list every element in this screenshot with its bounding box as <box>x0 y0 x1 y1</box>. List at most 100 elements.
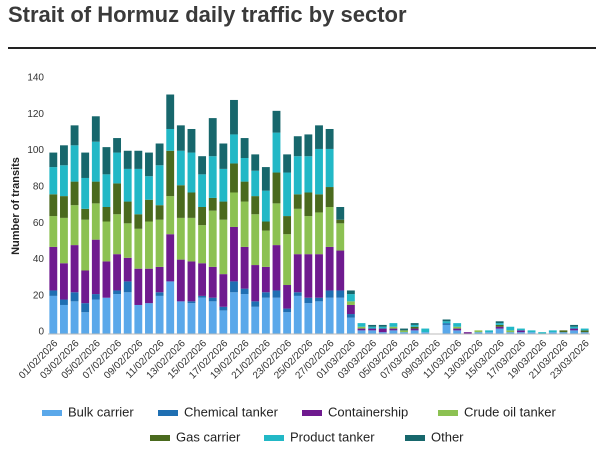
bar-segment <box>81 219 90 271</box>
bar-segment <box>70 245 79 293</box>
bar-segment <box>166 281 175 334</box>
bar-segment <box>410 323 419 325</box>
bar-segment <box>368 326 377 329</box>
bar-segment <box>453 323 462 327</box>
bar-segment <box>357 328 366 331</box>
bar-segment <box>580 332 589 334</box>
bar-segment <box>123 281 132 293</box>
bar-segment <box>368 328 377 331</box>
bar-segment <box>506 326 515 331</box>
bar-segment <box>389 328 398 331</box>
bar-segment <box>400 332 408 334</box>
bar-segment <box>208 197 217 211</box>
bar-segment <box>60 263 68 300</box>
bar-segment <box>516 328 525 331</box>
bar-segment <box>208 156 217 198</box>
bar-segment <box>548 330 557 333</box>
bar-segment <box>145 303 153 334</box>
bar-segment <box>91 299 100 334</box>
bar-segment <box>208 301 217 334</box>
bar-segment <box>60 196 68 218</box>
bar-segment <box>134 168 143 215</box>
bar-segment <box>325 128 334 149</box>
bar-segment <box>389 323 398 327</box>
bar-segment <box>145 268 153 304</box>
bar-segment <box>538 332 547 334</box>
bar-segment <box>378 328 387 333</box>
bar-segment <box>495 324 504 327</box>
bar-segment <box>102 174 111 207</box>
bar-segment <box>81 152 90 178</box>
y-tick-label: 80 <box>33 181 45 192</box>
bar-segment <box>145 176 153 200</box>
legend-swatch <box>438 410 458 416</box>
bar-segment <box>176 150 185 186</box>
legend-swatch <box>42 410 62 416</box>
bar-segment <box>219 306 228 311</box>
bar-segment <box>315 125 323 149</box>
legend-label: Chemical tanker <box>184 404 279 419</box>
bar-segment <box>176 301 185 334</box>
y-tick-label: 60 <box>33 218 45 229</box>
bar-segment <box>230 292 238 334</box>
bar-segment <box>304 192 313 217</box>
bar-segment <box>304 156 313 193</box>
bar-segment <box>113 183 122 215</box>
bar-segment <box>187 152 196 193</box>
bar-segment <box>166 234 175 282</box>
bar-segment <box>570 330 578 334</box>
bar-segment <box>240 181 249 202</box>
bar-segment <box>219 219 228 275</box>
bar-segment <box>198 207 207 226</box>
bar-segment <box>240 201 249 247</box>
bar-segment <box>283 312 292 334</box>
bar-segment <box>230 163 238 193</box>
bar-segment <box>49 152 58 168</box>
bar-segment <box>251 265 260 302</box>
y-tick-label: 100 <box>27 145 44 156</box>
bar-segment <box>187 128 196 153</box>
y-tick-label: 0 <box>38 327 44 338</box>
bar-segment <box>134 228 143 269</box>
bar-segment <box>155 266 164 293</box>
bar-segment <box>70 205 79 246</box>
bar-segment <box>123 257 132 282</box>
bar-segment <box>113 290 122 295</box>
bar-segment <box>261 297 270 334</box>
legend-label: Other <box>431 429 464 444</box>
bar-segment <box>187 217 196 262</box>
bar-segment <box>283 308 292 313</box>
bar-segment <box>166 196 175 235</box>
bar-segment <box>251 306 260 334</box>
bar-segment <box>346 301 355 305</box>
bar-segment <box>261 221 270 231</box>
bar-segment <box>155 292 164 296</box>
bar-segment <box>495 323 504 325</box>
bar-segment <box>230 134 238 164</box>
bar-segment <box>293 156 302 195</box>
bar-segment <box>176 185 185 218</box>
bar-segment <box>261 266 270 293</box>
bar-segment <box>219 310 228 334</box>
bar-segment <box>485 332 493 334</box>
bar-segment <box>559 330 568 333</box>
bar-segment <box>198 156 207 175</box>
bar-segment <box>527 330 536 333</box>
bar-segment <box>49 194 58 217</box>
bar-segment <box>123 223 132 258</box>
bar-segment <box>272 203 281 246</box>
bar-segment <box>145 221 153 269</box>
bar-segment <box>240 288 249 295</box>
bar-segment <box>453 330 462 334</box>
bar-segment <box>49 246 58 291</box>
bar-segment <box>251 196 260 215</box>
y-tick-label: 140 <box>27 73 44 84</box>
bar-segment <box>474 330 483 333</box>
bar-segment <box>70 292 79 302</box>
bar-segment <box>176 125 185 151</box>
bar-segment <box>219 168 228 202</box>
bar-segment <box>346 290 355 295</box>
bar-segment <box>208 118 217 157</box>
bar-segment <box>60 299 68 305</box>
